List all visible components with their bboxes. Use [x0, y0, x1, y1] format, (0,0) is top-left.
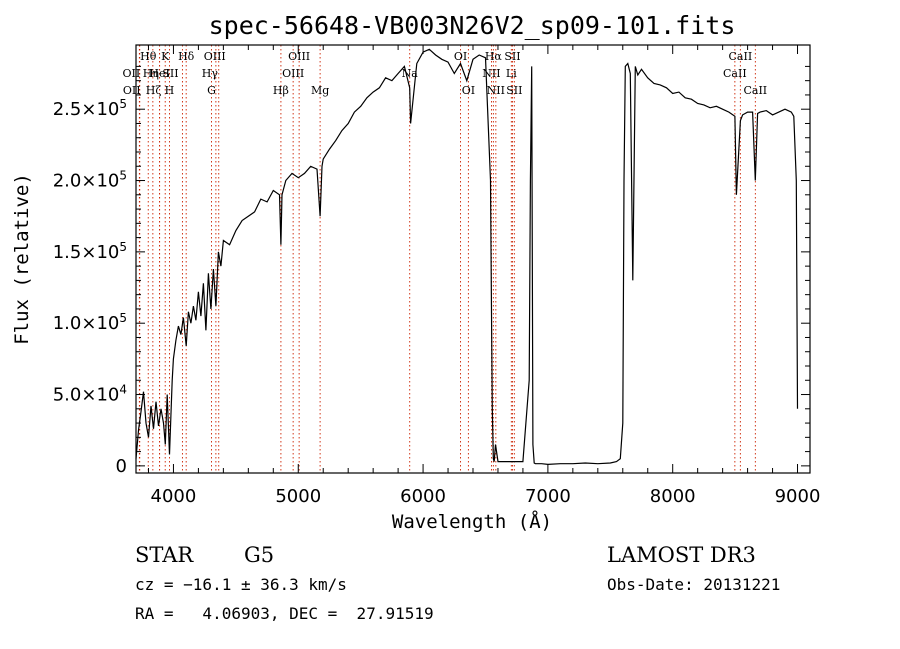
plot-frame [135, 44, 811, 474]
line-marker-label: G [207, 84, 216, 97]
line-marker-label: H [165, 84, 175, 97]
y-tick-mantissa: 2.0×10 [53, 171, 120, 192]
line-marker-label: OII [123, 67, 141, 80]
line-marker-label: CaII [723, 67, 747, 80]
line-marker-label: SII [506, 84, 522, 97]
y-tick-exponent: 5 [119, 97, 127, 111]
line-marker-label: CaII [729, 50, 753, 63]
line-marker-label: HeI [149, 67, 169, 80]
y-tick-exponent: 5 [119, 311, 127, 325]
y-tick-mantissa: 1.0×10 [53, 313, 120, 334]
line-marker-label: SII [162, 67, 178, 80]
line-marker-label: Hη [143, 67, 159, 80]
y-axis-label: Flux (relative) [11, 173, 33, 345]
y-tick-exponent: 4 [119, 383, 127, 397]
line-marker-label: Hβ [273, 84, 289, 97]
line-marker-label: Hα [485, 50, 503, 63]
x-tick-label: 6000 [400, 486, 446, 507]
object-subclass: G5 [244, 543, 274, 567]
y-tick-mantissa: 2.5×10 [53, 99, 120, 120]
emission-line-labels: OIIOIIHθHηHζHeIKHSIIHδGHγOIIIHβOIIIOIIIM… [123, 50, 768, 97]
ra-dec: RA = 4.06903, DEC = 27.91519 [135, 604, 434, 623]
line-marker-label: OIII [288, 50, 310, 63]
object-class: STAR [135, 543, 194, 567]
line-marker-label: Hζ [146, 84, 162, 97]
y-tick-mantissa: 0 [116, 456, 127, 477]
y-tick-mantissa: 1.5×10 [53, 242, 120, 263]
survey-name: LAMOST DR3 [607, 543, 756, 567]
line-marker-label: OI [454, 50, 467, 63]
spectrum-line [135, 48, 799, 466]
x-tick-label: 4000 [151, 486, 197, 507]
x-tick-label: 7000 [525, 486, 571, 507]
line-marker-label: OIII [282, 67, 304, 80]
x-tick-label: 9000 [775, 486, 821, 507]
line-marker-label: Li [506, 67, 517, 80]
line-marker-label: OI [462, 84, 475, 97]
x-tick-label: 5000 [275, 486, 321, 507]
y-tick-exponent: 5 [119, 240, 127, 254]
line-marker-label: Hθ [140, 50, 157, 63]
emission-line-markers [138, 45, 756, 473]
observation-date: Obs-Date: 20131221 [607, 575, 780, 594]
y-tick-label: 1.0×105 [53, 311, 127, 334]
line-marker-label: NII [482, 67, 500, 80]
redshift-cz: cz = −16.1 ± 36.3 km/s [135, 575, 347, 594]
y-tick-label: 2.5×105 [53, 97, 127, 120]
line-marker-label: K [161, 50, 170, 63]
y-tick-exponent: 5 [119, 169, 127, 183]
y-tick-mantissa: 5.0×10 [53, 385, 120, 406]
y-tick-label: 1.5×105 [53, 240, 127, 263]
line-marker-label: CaII [743, 84, 767, 97]
line-marker-label: Hδ [178, 50, 195, 63]
x-axis-label: Wavelength (Å) [392, 510, 552, 533]
y-tick-label: 2.0×105 [53, 169, 127, 192]
line-marker-label: NII [487, 84, 505, 97]
line-marker-label: Mg [311, 84, 329, 97]
chart-title: spec-56648-VB003N26V2_sp09-101.fits [209, 11, 736, 40]
line-marker-label: OIII [204, 50, 226, 63]
y-tick-label: 5.0×104 [53, 383, 127, 406]
x-axis-ticks: 4000 5000 6000 7000 8000 9000 [147, 45, 821, 507]
line-marker-label: SII [504, 50, 520, 63]
y-tick-label: 0 [116, 456, 127, 477]
line-marker-label: Hγ [202, 67, 219, 80]
x-tick-label: 8000 [650, 486, 696, 507]
